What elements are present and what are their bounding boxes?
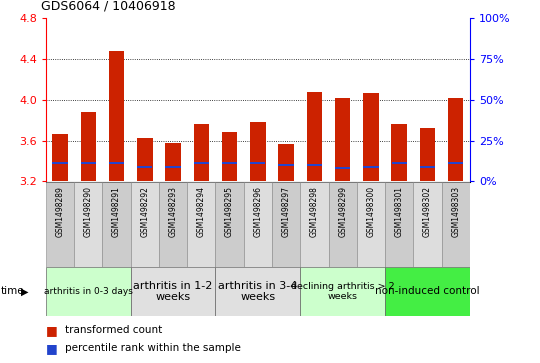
- FancyBboxPatch shape: [46, 182, 74, 267]
- FancyBboxPatch shape: [131, 267, 215, 316]
- Text: GSM1498293: GSM1498293: [168, 186, 178, 237]
- Bar: [109, 162, 124, 164]
- Bar: [222, 132, 238, 182]
- Text: arthritis in 1-2
weeks: arthritis in 1-2 weeks: [133, 281, 213, 302]
- Text: ▶: ▶: [21, 286, 28, 296]
- Text: GSM1498295: GSM1498295: [225, 186, 234, 237]
- FancyBboxPatch shape: [413, 182, 442, 267]
- Bar: [420, 166, 435, 168]
- Bar: [52, 134, 68, 182]
- FancyBboxPatch shape: [385, 267, 470, 316]
- Bar: [165, 166, 181, 168]
- FancyBboxPatch shape: [300, 267, 385, 316]
- Bar: [250, 162, 266, 164]
- Bar: [194, 162, 209, 164]
- FancyBboxPatch shape: [385, 182, 413, 267]
- FancyBboxPatch shape: [74, 182, 103, 267]
- Text: transformed count: transformed count: [65, 325, 162, 335]
- Text: GSM1498291: GSM1498291: [112, 186, 121, 237]
- Bar: [222, 162, 237, 164]
- Bar: [137, 138, 153, 182]
- Bar: [109, 51, 124, 182]
- Text: percentile rank within the sample: percentile rank within the sample: [65, 343, 241, 354]
- FancyBboxPatch shape: [272, 182, 300, 267]
- Text: GSM1498298: GSM1498298: [310, 186, 319, 237]
- Text: GSM1498303: GSM1498303: [451, 186, 460, 237]
- Bar: [335, 167, 350, 170]
- Text: arthritis in 0-3 days: arthritis in 0-3 days: [44, 287, 133, 296]
- Bar: [448, 98, 463, 182]
- Bar: [420, 129, 435, 182]
- Text: GSM1498294: GSM1498294: [197, 186, 206, 237]
- FancyBboxPatch shape: [357, 182, 385, 267]
- Bar: [307, 164, 322, 166]
- FancyBboxPatch shape: [46, 267, 131, 316]
- FancyBboxPatch shape: [187, 182, 215, 267]
- Text: time: time: [1, 286, 25, 296]
- Bar: [137, 166, 152, 168]
- Text: GSM1498301: GSM1498301: [395, 186, 403, 237]
- Bar: [363, 93, 379, 182]
- Bar: [363, 166, 379, 168]
- Text: ■: ■: [46, 324, 58, 337]
- Bar: [448, 162, 463, 164]
- Text: GSM1498290: GSM1498290: [84, 186, 93, 237]
- Bar: [307, 91, 322, 182]
- Bar: [80, 162, 96, 164]
- Text: GSM1498292: GSM1498292: [140, 186, 149, 237]
- FancyBboxPatch shape: [159, 182, 187, 267]
- Bar: [80, 112, 96, 182]
- Text: GSM1498289: GSM1498289: [56, 186, 65, 237]
- Bar: [52, 162, 68, 164]
- Text: ■: ■: [46, 342, 58, 355]
- FancyBboxPatch shape: [300, 182, 328, 267]
- Text: GDS6064 / 10406918: GDS6064 / 10406918: [40, 0, 175, 13]
- FancyBboxPatch shape: [131, 182, 159, 267]
- Text: GSM1498296: GSM1498296: [253, 186, 262, 237]
- Text: GSM1498297: GSM1498297: [282, 186, 291, 237]
- Bar: [335, 98, 350, 182]
- FancyBboxPatch shape: [442, 182, 470, 267]
- Bar: [165, 143, 181, 182]
- Text: non-induced control: non-induced control: [375, 286, 480, 296]
- Bar: [279, 164, 294, 166]
- Bar: [278, 144, 294, 182]
- Bar: [193, 124, 209, 182]
- Bar: [250, 122, 266, 182]
- Bar: [392, 124, 407, 182]
- Text: arthritis in 3-4
weeks: arthritis in 3-4 weeks: [218, 281, 298, 302]
- FancyBboxPatch shape: [244, 182, 272, 267]
- FancyBboxPatch shape: [328, 182, 357, 267]
- Text: GSM1498302: GSM1498302: [423, 186, 432, 237]
- FancyBboxPatch shape: [215, 267, 300, 316]
- FancyBboxPatch shape: [215, 182, 244, 267]
- Text: declining arthritis > 2
weeks: declining arthritis > 2 weeks: [291, 282, 394, 301]
- Bar: [392, 162, 407, 164]
- Text: GSM1498299: GSM1498299: [338, 186, 347, 237]
- FancyBboxPatch shape: [103, 182, 131, 267]
- Text: GSM1498300: GSM1498300: [366, 186, 375, 237]
